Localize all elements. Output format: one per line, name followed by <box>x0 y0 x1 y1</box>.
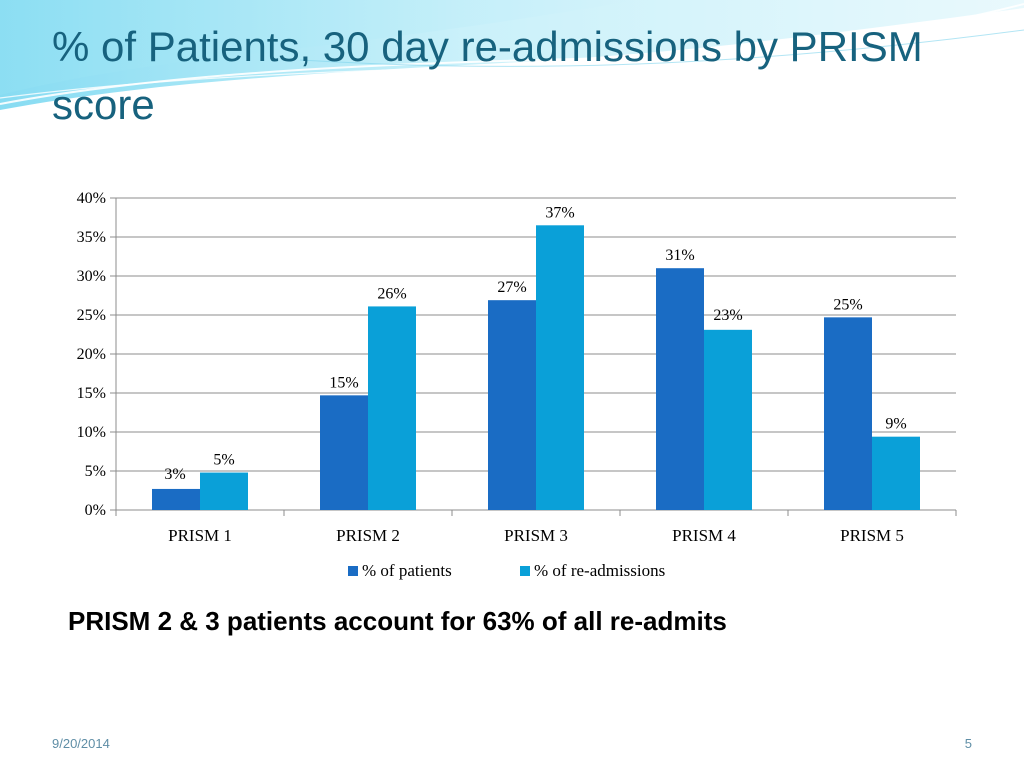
bar-patients <box>824 317 872 510</box>
legend-swatch-readmissions <box>520 566 530 576</box>
y-tick-label: 30% <box>77 268 106 285</box>
summary-caption: PRISM 2 & 3 patients account for 63% of … <box>68 606 727 636</box>
bar-readmissions <box>536 225 584 511</box>
footer-date: 9/20/2014 <box>52 736 110 751</box>
data-label-readmissions: 37% <box>545 204 574 221</box>
bar-readmissions <box>872 436 920 510</box>
y-tick-label: 10% <box>77 424 106 441</box>
data-label-patients: 25% <box>833 296 862 313</box>
bar-patients <box>488 300 536 510</box>
bar-readmissions <box>704 329 752 510</box>
y-tick-label: 15% <box>77 385 106 402</box>
slide-title: % of Patients, 30 day re-admissions by P… <box>52 23 923 128</box>
y-tick-label: 5% <box>85 463 106 480</box>
x-category-label: PRISM 5 <box>840 526 904 545</box>
legend-label-readmissions: % of re-admissions <box>534 561 665 580</box>
y-tick-label: 35% <box>77 229 106 246</box>
y-tick-label: 25% <box>77 307 106 324</box>
y-tick-label: 0% <box>85 502 106 519</box>
data-label-readmissions: 26% <box>377 285 406 302</box>
bar-patients <box>656 268 704 510</box>
data-label-patients: 31% <box>665 247 694 264</box>
x-category-label: PRISM 3 <box>504 526 568 545</box>
x-category-label: PRISM 4 <box>672 526 736 545</box>
page-number: 5 <box>964 736 972 751</box>
decorative-wave-header <box>0 0 1024 110</box>
bar-patients <box>152 488 200 510</box>
legend-swatch-patients <box>348 566 358 576</box>
data-label-readmissions: 23% <box>713 307 742 324</box>
data-label-readmissions: 9% <box>885 416 906 433</box>
bar-readmissions <box>368 306 416 510</box>
y-tick-label: 20% <box>77 346 106 363</box>
x-category-label: PRISM 1 <box>168 526 232 545</box>
data-label-readmissions: 5% <box>213 452 234 469</box>
bar-readmissions <box>200 472 248 510</box>
data-label-patients: 3% <box>164 466 185 483</box>
bar-patients <box>320 395 368 510</box>
x-category-label: PRISM 2 <box>336 526 400 545</box>
data-label-patients: 27% <box>497 279 526 296</box>
legend-label-patients: % of patients <box>362 561 452 580</box>
data-label-patients: 15% <box>329 374 358 391</box>
y-tick-label: 40% <box>77 190 106 207</box>
